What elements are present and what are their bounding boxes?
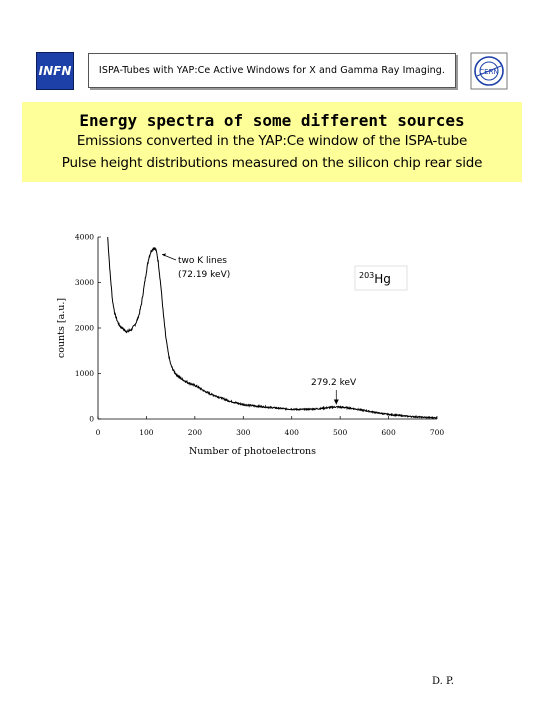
annotation-279-kev: 279.2 keV (311, 378, 357, 388)
source-label-box (354, 265, 408, 291)
header-title: ISPA-Tubes with YAP:Ce Active Windows fo… (98, 65, 446, 76)
spectrum-line (107, 236, 438, 420)
banner-line-1: Emissions converted in the YAP:Ce window… (76, 133, 468, 149)
infn-logo: INFN (36, 52, 74, 90)
source-label-text: 203Hg (359, 271, 391, 286)
cern-logo: CERN (470, 52, 508, 90)
y-tick-label: 1000 (75, 369, 94, 378)
banner-line-2: Pulse height distributions measured on t… (61, 155, 483, 171)
x-tick-label: 600 (381, 428, 396, 437)
x-tick-label: 0 (96, 428, 101, 437)
y-tick-label: 2000 (75, 324, 94, 333)
y-tick-label: 4000 (75, 233, 94, 242)
x-tick-label: 200 (188, 428, 203, 437)
source-label-main: Hg (374, 272, 391, 286)
x-tick-label: 700 (430, 428, 445, 437)
source-label-sup: 203 (359, 271, 374, 280)
infn-logo-text: INFN (38, 64, 72, 78)
x-tick-label: 400 (285, 428, 300, 437)
x-tick-label: 300 (236, 428, 251, 437)
banner-title: Energy spectra of some different sources (79, 111, 465, 130)
x-axis-label: Number of photoelectrons (189, 446, 316, 457)
y-tick-label: 3000 (75, 278, 94, 287)
annotation-279-kev-arrowhead (333, 399, 339, 405)
annotation-k-lines-line: (72.19 keV) (178, 270, 230, 280)
y-tick-label: 0 (89, 415, 94, 424)
annotations: two K lines (72.19 keV) 279.2 keV (161, 253, 357, 405)
source-label: 203Hg (354, 265, 408, 291)
ticks: 0 100 200 300 400 500 600 700 0 1000 2000 3000 4000 (75, 233, 444, 438)
annotation-k-lines: two K lines (72.19 keV) (178, 256, 230, 280)
cern-logo-text: CERN (479, 68, 498, 76)
annotation-k-lines-line: two K lines (178, 256, 227, 266)
y-axis-label: counts [a.u.] (56, 298, 67, 358)
header-title-box: ISPA-Tubes with YAP:Ce Active Windows fo… (88, 53, 456, 88)
annotation-k-lines-arrowhead (162, 253, 167, 257)
x-tick-label: 500 (333, 428, 348, 437)
banner: Energy spectra of some different sources… (22, 102, 522, 182)
footer-initials: D. P. (432, 676, 454, 687)
x-tick-label: 100 (139, 428, 154, 437)
axes (97, 237, 437, 420)
